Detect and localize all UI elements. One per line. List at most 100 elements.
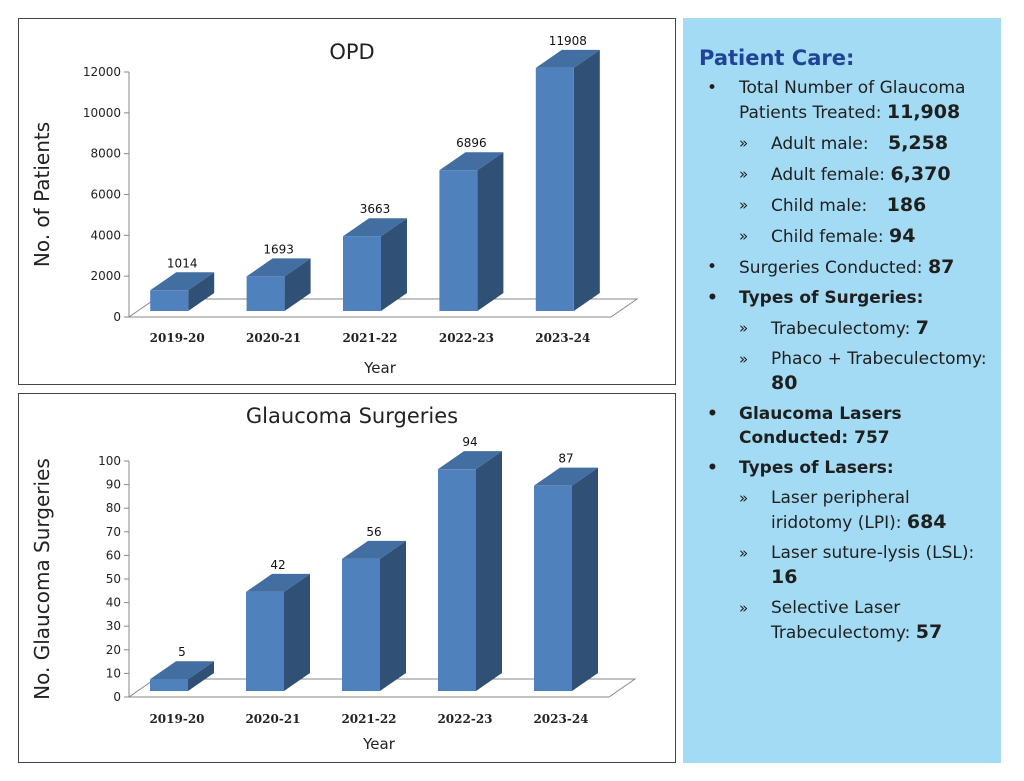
bar-top xyxy=(343,218,407,237)
opd-chart-svg: OPD No. of Patients Year 0 2000 4000 6000 8000 1… xyxy=(30,34,639,377)
slt-item: Selective Laser Trabeculectomy: 57 xyxy=(699,596,989,645)
y-tick-label: 40 xyxy=(106,596,121,610)
data-label: 5 xyxy=(178,645,186,659)
x-tick-label: 2019-20 xyxy=(149,712,204,726)
bar xyxy=(343,236,381,311)
surgeries-conducted-item: Surgeries Conducted: 87 xyxy=(699,255,989,280)
bar xyxy=(534,485,572,691)
y-tick-label: 6000 xyxy=(90,188,121,202)
y-tick-label: 60 xyxy=(106,548,121,562)
y-tick-label: 0 xyxy=(113,310,121,324)
y-tick-label: 4000 xyxy=(90,228,121,242)
child-male-item: Child male: 186 xyxy=(699,193,989,218)
bar-top xyxy=(150,661,214,680)
patient-care-list: Total Number of Glaucoma Patients Treate… xyxy=(699,76,989,645)
bar-top xyxy=(438,451,502,470)
data-label: 3663 xyxy=(360,202,391,216)
y-tick-label: 30 xyxy=(106,619,121,633)
lpi-value: 684 xyxy=(906,511,947,533)
y-axis-label: No. Glaucoma Surgeries xyxy=(30,458,54,700)
x-tick-label: 2021-22 xyxy=(341,712,396,726)
bar-top xyxy=(342,540,406,559)
bar-side xyxy=(284,573,310,691)
y-tick-label: 100 xyxy=(98,454,121,468)
adult-female-value: 6,370 xyxy=(890,163,951,185)
y-tick-label: 50 xyxy=(106,572,121,586)
x-axis-label: Year xyxy=(363,359,397,377)
glaucoma-surgeries-chart: Glaucoma Surgeries No. Glaucoma Surgeries… xyxy=(18,393,676,763)
child-female-label: Child female: xyxy=(771,227,884,247)
y-tick-label: 12000 xyxy=(83,65,121,79)
lsl-item: Laser suture-lysis (LSL): 16 xyxy=(699,541,989,590)
types-of-surgeries-item: Types of Surgeries: xyxy=(699,286,989,310)
x-tick-label: 2020-21 xyxy=(245,712,300,726)
glaucoma-lasers-item: Glaucoma Lasers Conducted: 757 xyxy=(699,402,989,450)
adult-male-item: Adult male: 5,258 xyxy=(699,131,989,156)
bar-side xyxy=(476,451,502,691)
types-of-lasers-item: Types of Lasers: xyxy=(699,456,989,480)
y-tick-label: 70 xyxy=(106,525,121,539)
y-tick-label: 8000 xyxy=(90,147,121,161)
x-tick-label: 2021-22 xyxy=(342,331,397,345)
bar-side xyxy=(380,540,406,691)
bar xyxy=(246,591,284,691)
bar-side xyxy=(572,467,598,691)
bar-side xyxy=(477,152,504,311)
bar xyxy=(246,276,285,311)
bar-side xyxy=(188,272,215,311)
bar xyxy=(535,67,574,312)
bar-top xyxy=(246,258,311,277)
data-label: 1014 xyxy=(167,256,198,270)
bar-top xyxy=(439,152,504,171)
opd-chart: OPD No. of Patients Year 0 2000 4000 6000 8000 1… xyxy=(18,18,676,385)
bar-top xyxy=(246,573,310,592)
lsl-value: 16 xyxy=(771,566,798,588)
data-label: 42 xyxy=(270,558,285,572)
adult-female-label: Adult female: xyxy=(771,165,886,185)
trabeculectomy-label: Trabeculectomy: xyxy=(771,319,911,339)
child-male-label: Child male: xyxy=(771,196,868,216)
slt-value: 57 xyxy=(915,621,943,643)
bar xyxy=(438,469,476,691)
bar xyxy=(150,290,189,311)
panel-title: Patient Care: xyxy=(699,46,855,70)
bar-side xyxy=(284,258,311,311)
chart-title: Glaucoma Surgeries xyxy=(246,404,458,428)
y-tick-label: 20 xyxy=(106,643,121,657)
child-male-value: 186 xyxy=(886,194,927,216)
bar-top xyxy=(534,467,598,486)
x-tick-label: 2022-23 xyxy=(437,712,492,726)
data-label: 1693 xyxy=(263,242,294,256)
patient-care-panel: Patient Care: Total Number of Glaucoma P… xyxy=(683,18,1001,763)
data-label: 11908 xyxy=(549,34,587,48)
y-tick-label: 2000 xyxy=(90,269,121,283)
data-label: 56 xyxy=(366,525,381,539)
total-patients-value: 11,908 xyxy=(886,101,961,123)
x-tick-label: 2022-23 xyxy=(439,331,494,345)
bar-top xyxy=(535,49,600,68)
y-tick-label: 0 xyxy=(113,690,121,704)
x-axis-label: Year xyxy=(362,735,396,753)
surgeries-conducted-value: 87 xyxy=(927,256,955,278)
bar-side xyxy=(573,49,600,312)
chart-title: OPD xyxy=(329,40,374,64)
y-axis-label: No. of Patients xyxy=(30,122,54,267)
y-tick-label: 10 xyxy=(106,666,121,680)
glaucoma-surgeries-chart-svg: Glaucoma Surgeries No. Glaucoma Surgeries… xyxy=(30,404,637,753)
trabeculectomy-item: Trabeculectomy: 7 xyxy=(699,316,989,341)
data-label: 87 xyxy=(558,452,573,466)
lpi-label: Laser peripheral iridotomy (LPI): xyxy=(771,488,910,533)
data-label: 6896 xyxy=(456,136,487,150)
slt-label: Selective Laser Trabeculectomy: xyxy=(771,598,911,643)
y-tick-label: 90 xyxy=(106,478,121,492)
x-tick-label: 2023-24 xyxy=(533,712,588,726)
y-tick-label: 80 xyxy=(106,501,121,515)
surgeries-conducted-label: Surgeries Conducted: xyxy=(739,258,923,278)
adult-female-item: Adult female: 6,370 xyxy=(699,162,989,187)
bar-side xyxy=(188,661,214,691)
bar-top xyxy=(150,272,215,291)
lsl-label: Laser suture-lysis (LSL): xyxy=(771,543,975,563)
x-tick-label: 2020-21 xyxy=(246,331,301,345)
bar xyxy=(150,679,188,691)
data-label: 94 xyxy=(462,435,477,449)
